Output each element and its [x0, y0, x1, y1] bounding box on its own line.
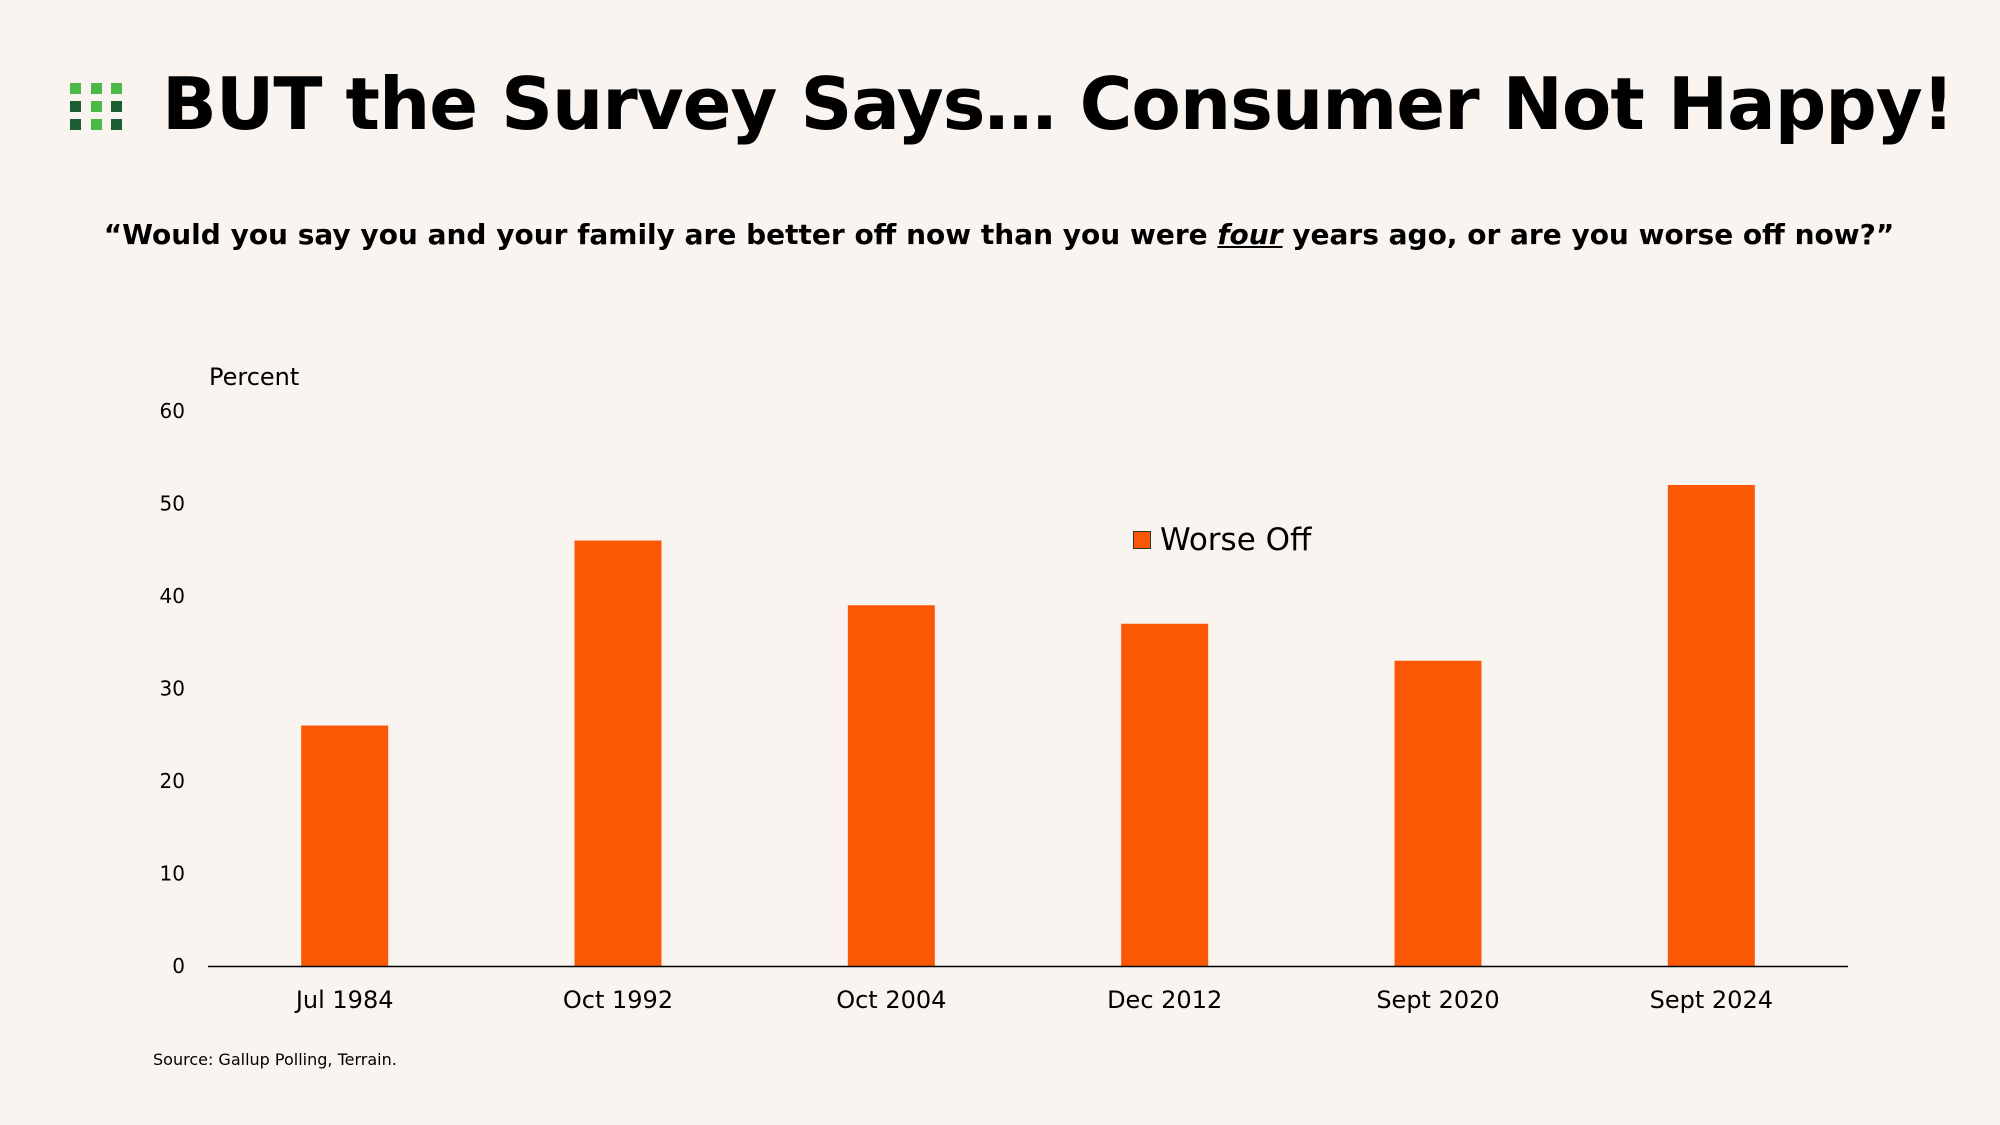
source-note: Source: Gallup Polling, Terrain. [153, 1050, 397, 1069]
legend-swatch [1133, 531, 1151, 549]
logo-square [90, 83, 102, 94]
y-axis-label: Percent [209, 363, 300, 391]
subtitle-part1: “Would you say you and your family are b… [103, 218, 1218, 251]
y-tick-label: 60 [160, 399, 185, 423]
bar [1394, 660, 1482, 966]
legend-label: Worse Off [1160, 522, 1312, 558]
x-tick-label: Oct 1992 [563, 986, 673, 1014]
bar [847, 605, 935, 966]
x-tick-label: Sept 2024 [1650, 986, 1773, 1014]
subtitle-part2: years ago, or are you worse off now?” [1282, 218, 1895, 251]
bar [1667, 485, 1755, 966]
y-tick-label: 30 [160, 677, 185, 701]
logo-square [90, 119, 102, 130]
y-tick-label: 40 [160, 584, 185, 608]
y-tick-label: 10 [160, 862, 185, 886]
page-title: BUT the Survey Says… Consumer Not Happy! [162, 62, 1955, 146]
bar [1121, 623, 1209, 966]
logo-square [111, 119, 122, 130]
logo-square [70, 119, 81, 130]
y-tick-label: 0 [172, 954, 185, 978]
y-tick-label: 20 [160, 769, 185, 793]
logo-square [70, 83, 81, 94]
bar [574, 540, 662, 966]
logo-square [111, 83, 122, 94]
x-tick-label: Dec 2012 [1107, 986, 1222, 1014]
logo-square [90, 101, 102, 112]
logo-icon [70, 83, 124, 131]
logo-square [70, 101, 81, 112]
y-tick-label: 50 [160, 492, 185, 516]
bar [301, 725, 389, 966]
x-tick-label: Oct 2004 [836, 986, 946, 1014]
subtitle-emphasis: four [1217, 218, 1283, 251]
logo-square [111, 101, 122, 112]
x-tick-label: Jul 1984 [294, 986, 394, 1014]
legend: Worse Off [1133, 522, 1311, 558]
x-tick-label: Sept 2020 [1376, 986, 1499, 1014]
chart-subtitle: “Would you say you and your family are b… [0, 218, 1998, 252]
